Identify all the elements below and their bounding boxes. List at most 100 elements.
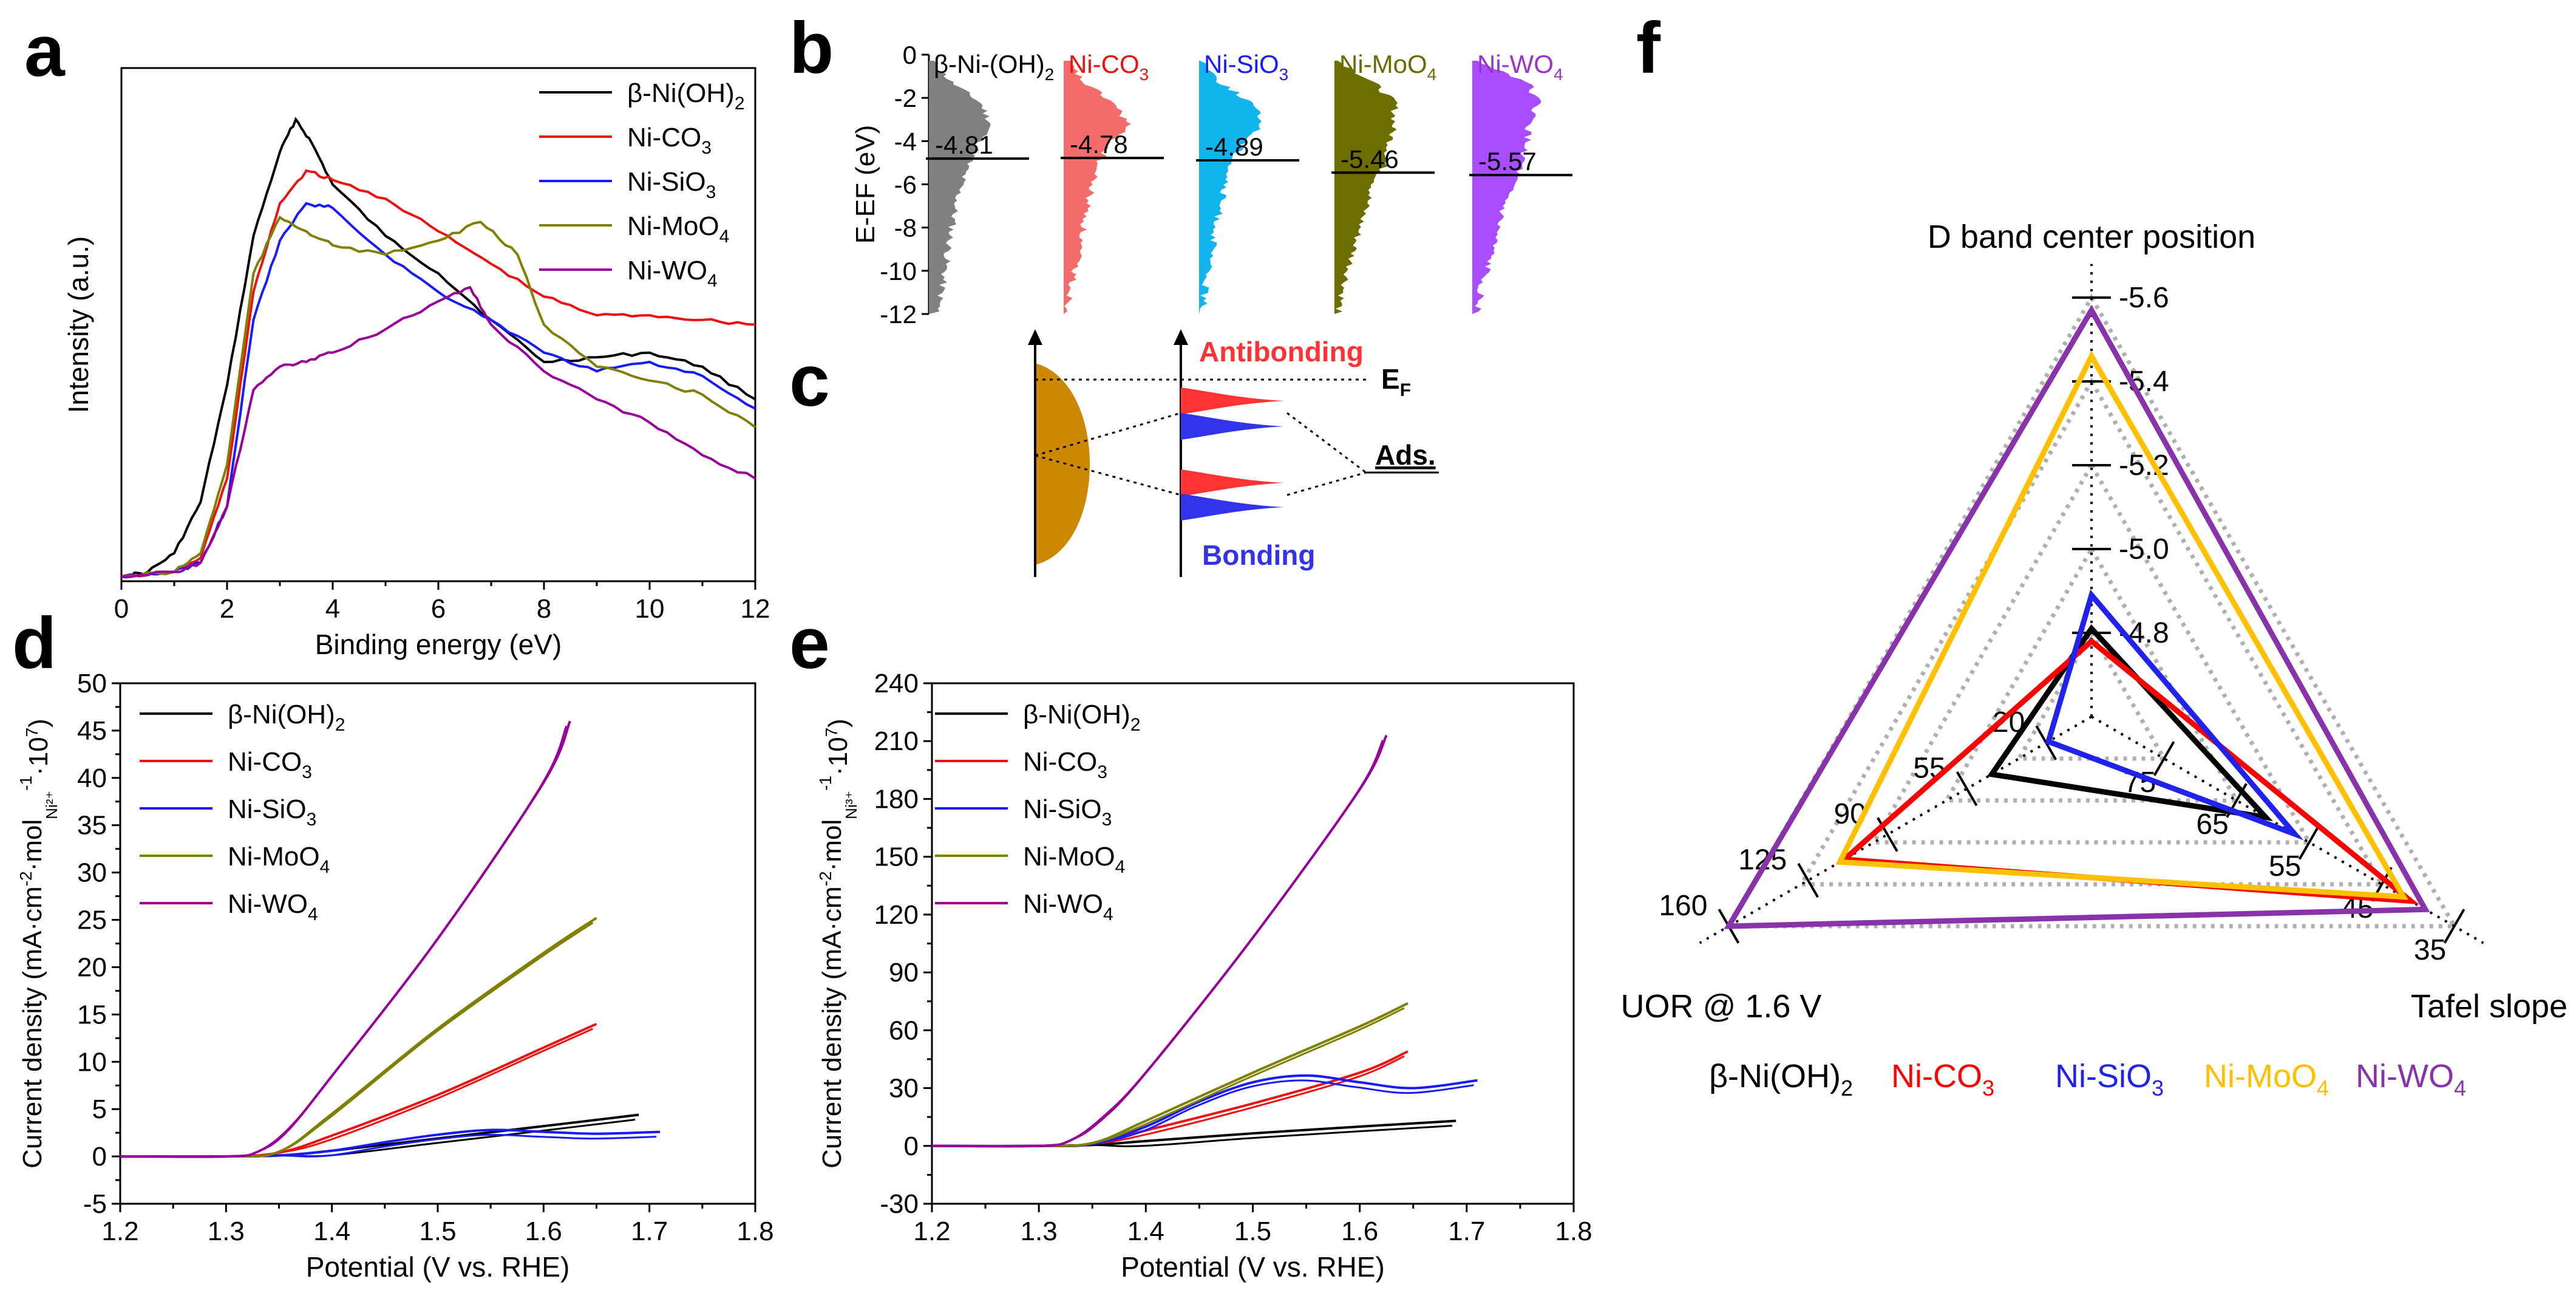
legend-label-sub: 3 (701, 138, 712, 158)
y-tick-label: 25 (77, 906, 107, 935)
panel-e: 1.2 1.3 1.4 1.5 1.6 1.7 1.8 -30 0 30 60 90 120 150 180… (789, 602, 1592, 1283)
x-tick-label: 1.7 (1448, 1217, 1485, 1246)
panel-letter: d (12, 602, 56, 684)
radar-tick-label: -5.0 (2119, 533, 2169, 565)
dos-area-0 (929, 61, 991, 314)
legend-label: Ni-MoO4 (228, 842, 330, 877)
y-axis-label-part: Current density (mA·cm (18, 886, 47, 1169)
y-tick-label: 210 (874, 726, 919, 756)
y-tick-label: 20 (77, 952, 107, 982)
radar-tick-label: 35 (2414, 934, 2446, 966)
mo-axis-arrow (1174, 329, 1188, 345)
radar-legend-label: Ni-CO3 (1891, 1058, 1994, 1101)
radar-series-3 (1835, 350, 2408, 900)
y-tick-label: -5 (83, 1189, 107, 1219)
d-band-center-value: -4.81 (935, 131, 993, 159)
radar-axis-label: D band center position (1928, 219, 2255, 255)
legend-label: Ni-WO4 (228, 889, 318, 924)
fermi-label-sub: F (1400, 380, 1411, 400)
radar-tick-label: -5.6 (2119, 282, 2169, 314)
dos-label-text: Ni-CO (1069, 50, 1140, 78)
y-axis-label: Current density (mA·cm-2·molNi²⁺ -1·107) (16, 718, 61, 1169)
y-axis-label-part: ·mol (18, 819, 47, 872)
y-tick-label: -2 (894, 84, 917, 112)
radar-series-0 (1986, 624, 2273, 822)
x-tick-label: 2 (220, 594, 234, 624)
y-tick-label: -4 (894, 127, 917, 155)
y-axis-label-part: -2 (816, 871, 835, 886)
legend-label: Ni-CO3 (627, 123, 712, 158)
y-axis-label-part: ) (24, 718, 53, 728)
series-line-4 (120, 720, 571, 1158)
x-axis-label: Potential (V vs. RHE) (306, 1251, 570, 1283)
panel-letter: c (789, 340, 830, 421)
dos-label-sub: 4 (1554, 65, 1563, 84)
y-axis-label-part: ·mol (817, 819, 847, 872)
metal-band (1035, 363, 1090, 565)
d-band-center-value: -5.57 (1478, 147, 1537, 176)
x-axis-label: Potential (V vs. RHE) (1121, 1251, 1385, 1283)
legend-label-sub: 3 (706, 182, 716, 202)
legend-label: Ni-MoO4 (627, 211, 729, 247)
y-tick-label: 120 (874, 900, 919, 930)
radar-legend-text: Ni-CO (1891, 1058, 1982, 1094)
y-tick-label: 15 (77, 1000, 107, 1029)
dotted-connector (1035, 412, 1181, 457)
radar-axis-label: Tafel slope (2411, 988, 2568, 1025)
radar-legend-sub: 3 (1982, 1076, 1994, 1101)
series-line-return-3 (120, 922, 594, 1158)
d-band-center-value: -4.89 (1205, 132, 1263, 161)
ads-label: Ads. (1375, 439, 1436, 471)
y-axis-label-part: ·10 (24, 737, 53, 776)
dos-area-3 (1334, 61, 1399, 314)
y-axis-label-part: -1 (16, 776, 35, 791)
radar-axis-label: UOR @ 1.6 V (1621, 988, 1822, 1025)
legend-label: Ni-SiO3 (228, 794, 316, 830)
legend-label: Ni-CO3 (1023, 747, 1107, 782)
dos-label-text: Ni-WO (1477, 50, 1554, 78)
d-band-center-value: -4.78 (1070, 130, 1128, 159)
orbital-peak (1181, 469, 1284, 496)
legend-label-text: β-Ni(OH) (228, 700, 335, 729)
x-tick-label: 1.5 (419, 1217, 456, 1246)
y-axis-label: Intensity (a.u.) (63, 236, 94, 413)
legend-label-sub: 4 (707, 271, 718, 291)
radar-legend-sub: 2 (1841, 1076, 1853, 1101)
x-tick-label: 8 (537, 594, 551, 624)
radar-legend-label: Ni-SiO3 (2055, 1058, 2164, 1101)
legend-label-text: Ni-CO (228, 747, 302, 777)
legend-label-text: Ni-MoO (627, 211, 719, 241)
panel-letter: e (789, 602, 830, 684)
y-axis-label: Current density (mA·cm-2·molNi³⁺ -1·107) (816, 718, 860, 1169)
series-line-1 (121, 169, 756, 578)
legend-label-sub: 3 (1097, 762, 1107, 782)
legend-label: Ni-SiO3 (627, 167, 716, 202)
y-axis-label-part: ·10 (823, 737, 853, 776)
legend-label-text: Ni-WO (1023, 889, 1103, 919)
panel-letter: b (789, 7, 834, 89)
series-line-return-0 (931, 1125, 1453, 1147)
legend-label-text: Ni-WO (228, 889, 308, 919)
y-tick-label: -30 (880, 1189, 919, 1219)
y-tick-label: 0 (903, 41, 917, 69)
x-tick-label: 0 (114, 594, 129, 624)
y-tick-label: 30 (77, 858, 107, 888)
series-line-return-2 (120, 1133, 657, 1158)
radar-legend-text: Ni-SiO (2055, 1058, 2152, 1094)
dos-label-text: Ni-SiO (1204, 50, 1279, 78)
radar-series-2 (2045, 589, 2304, 841)
radar-tick-label: 55 (1913, 752, 1945, 785)
dos-label: Ni-MoO4 (1339, 50, 1436, 84)
radar-tick-label: 160 (1659, 890, 1707, 922)
dos-label: Ni-CO3 (1069, 50, 1149, 84)
legend-label-text: Ni-WO (627, 256, 707, 285)
y-axis-label: E-EF (eV) (851, 125, 880, 244)
radar-legend-label: Ni-WO4 (2356, 1058, 2466, 1101)
legend-label: β-Ni(OH)2 (1023, 700, 1141, 735)
fermi-label: EF (1381, 363, 1411, 400)
y-tick-label: 10 (77, 1047, 107, 1077)
radar-tick-label: 65 (2196, 808, 2228, 841)
y-tick-label: 50 (77, 669, 107, 698)
x-tick-label: 1.4 (1127, 1217, 1164, 1246)
